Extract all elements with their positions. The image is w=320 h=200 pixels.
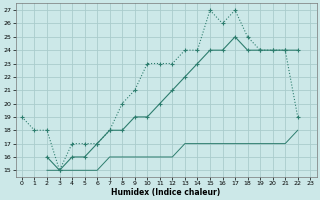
X-axis label: Humidex (Indice chaleur): Humidex (Indice chaleur) (111, 188, 221, 197)
